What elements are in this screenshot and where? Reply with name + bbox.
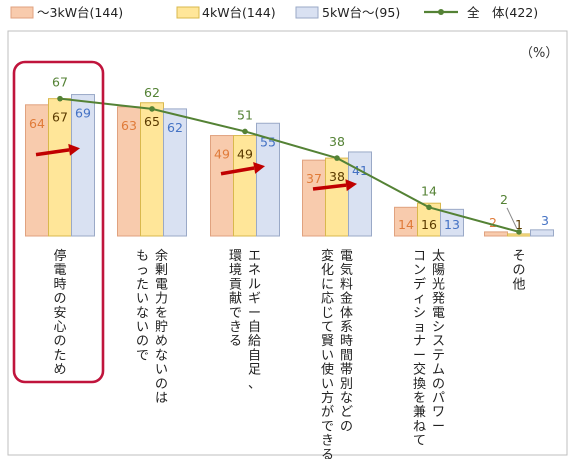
category-label-1-line-1: もったいないので xyxy=(136,249,149,363)
category-label-5-line-0: その他 xyxy=(512,249,525,292)
category-label-0-line-0: 停電時の安心のため xyxy=(53,248,66,378)
arrows xyxy=(35,143,357,192)
total-label-2: 51 xyxy=(237,107,253,122)
highlight-box xyxy=(12,60,105,384)
value-label-s1-c3: 38 xyxy=(329,169,345,184)
value-label-s0-c1: 63 xyxy=(121,118,137,133)
value-label-s1-c2: 49 xyxy=(237,147,253,162)
value-label-s0-c5: 2 xyxy=(489,215,497,230)
bar-s2-c0 xyxy=(71,94,95,237)
total-label-leader-5 xyxy=(506,207,518,230)
total-marker-3 xyxy=(334,155,340,161)
value-label-s2-c1: 62 xyxy=(167,120,183,135)
arrow-head-c0 xyxy=(68,143,80,156)
legend-marker-total xyxy=(438,9,444,15)
total-label-0: 67 xyxy=(52,75,68,90)
total-marker-4 xyxy=(426,204,432,211)
bar-s0-c5 xyxy=(484,231,508,237)
legend-label-total: 全 体(422) xyxy=(467,5,538,20)
legend-label-1: 4kW台(144) xyxy=(202,5,276,20)
value-label-s2-c4: 13 xyxy=(444,217,460,232)
category-label-3-line-0: 電気料金体系時間帯別などの xyxy=(340,249,353,434)
total-polyline xyxy=(59,97,520,233)
category-label-4-line-0: 太陽光発電システムのパワー xyxy=(432,249,445,434)
value-label-s1-c5: 1 xyxy=(515,217,523,232)
arrow-head-c2 xyxy=(253,162,265,174)
unit-label: （%） xyxy=(520,46,558,61)
arrow-shaft-c2 xyxy=(220,166,255,176)
value-label-s0-c2: 49 xyxy=(214,147,230,162)
total-marker-2 xyxy=(242,128,248,135)
total-line: 67 62 51 38 14 2 xyxy=(52,75,522,235)
value-label-s1-c1: 65 xyxy=(144,114,160,129)
legend-swatch-1 xyxy=(176,6,200,19)
category-label-3-line-1: 変化に応じて賢い使い方ができる xyxy=(321,248,334,459)
total-marker-1 xyxy=(149,106,155,112)
legend-label-2: 5kW台〜(95) xyxy=(322,5,400,20)
value-label-s2-c5: 3 xyxy=(541,213,549,228)
value-label-s1-c0: 67 xyxy=(52,110,68,125)
bar-s2-c2 xyxy=(256,122,280,237)
bar-s2-c5 xyxy=(530,229,554,237)
total-label-1: 62 xyxy=(144,85,160,100)
legend-label-0: 〜3kW台(144) xyxy=(37,5,123,20)
category-label-2-line-0: エネルギー自給自足、 xyxy=(248,249,261,392)
legend-swatch-0 xyxy=(10,6,34,19)
highlight-rect xyxy=(12,60,105,384)
category-label-4-line-1: コンディショナー交換を兼ねて xyxy=(413,249,426,449)
bar-s2-c1 xyxy=(163,108,187,237)
total-marker-5 xyxy=(516,229,522,235)
arrow-shaft-c3 xyxy=(312,183,347,191)
arrow-shaft-c0 xyxy=(35,148,70,157)
total-label-3: 38 xyxy=(329,134,345,149)
total-label-5: 2 xyxy=(500,192,508,207)
value-label-s0-c4: 14 xyxy=(398,217,414,232)
category-label-2-line-1: 環境貢献できる xyxy=(229,249,242,349)
arrow-head-c3 xyxy=(345,179,357,192)
plot-frame xyxy=(7,30,568,456)
bars xyxy=(25,94,554,237)
total-marker-0 xyxy=(57,95,63,102)
total-label-4: 14 xyxy=(421,183,437,198)
legend-swatch-2 xyxy=(295,6,319,19)
legend: 〜3kW台(144) 4kW台(144) 5kW台〜(95) 全 体(422) xyxy=(10,5,538,20)
category-label-1-line-0: 余剰電力を貯めないのは xyxy=(155,248,168,406)
value-label-s0-c3: 37 xyxy=(306,171,322,186)
value-label-s0-c0: 64 xyxy=(29,116,45,131)
value-label-s2-c0: 69 xyxy=(75,106,91,121)
value-label-s1-c4: 16 xyxy=(421,217,437,232)
